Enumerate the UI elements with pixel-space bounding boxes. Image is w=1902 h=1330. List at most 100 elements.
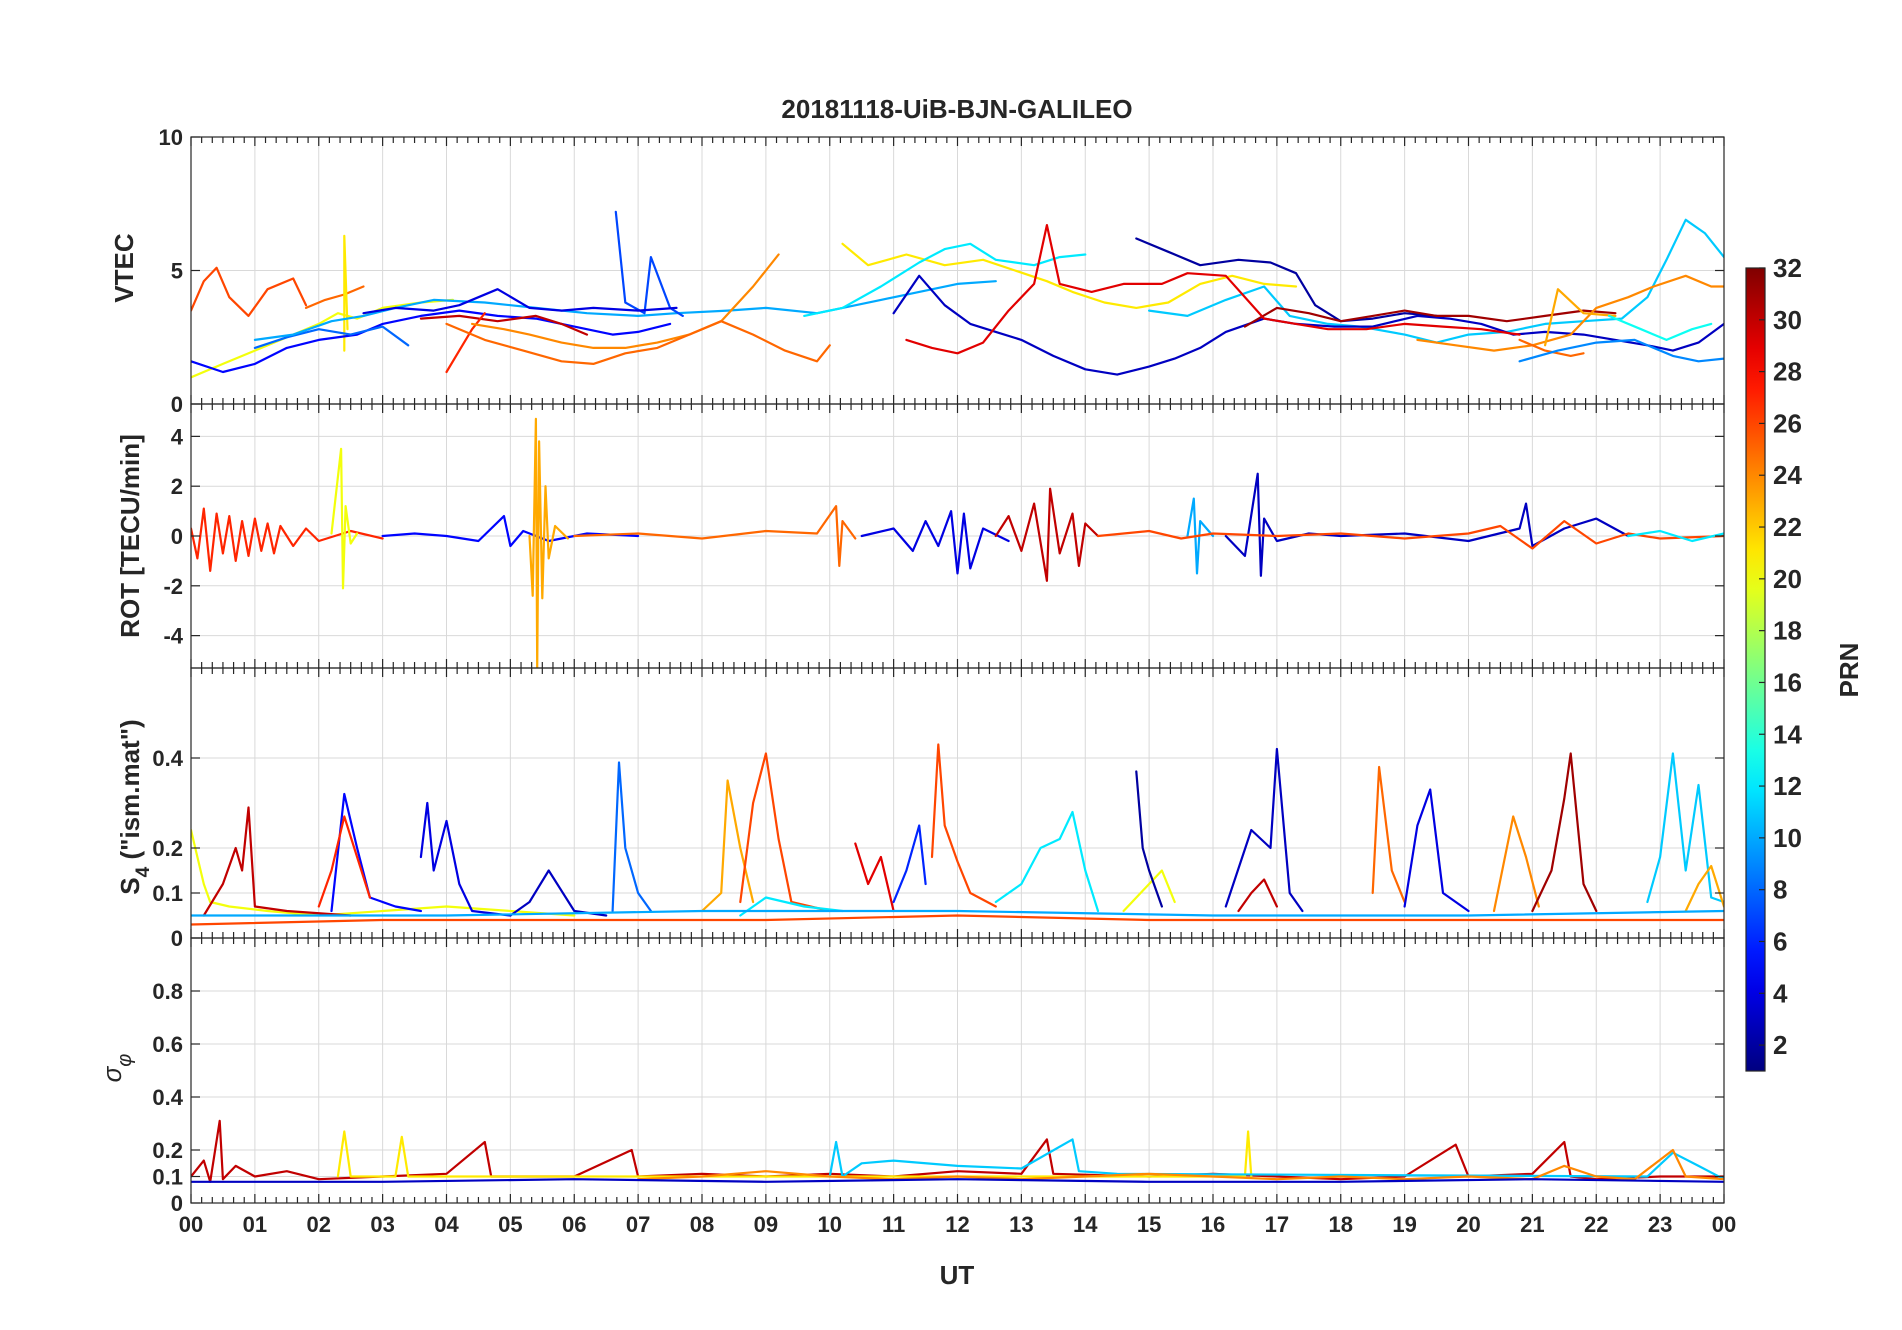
series-prn-10 (1186, 497, 1215, 575)
x-tick-label: 03 (370, 1212, 394, 1237)
s4-ylabel-text: S4 ("ism.mat") (115, 719, 154, 894)
x-tick-label: 16 (1201, 1212, 1225, 1237)
series-prn-5 (191, 309, 672, 374)
x-tick-label: 14 (1073, 1212, 1098, 1237)
series-prn-4 (860, 510, 1010, 575)
series-prn-6 (892, 824, 927, 904)
series-prn-10 (253, 280, 997, 341)
series-prn-12 (994, 810, 1100, 913)
x-tick-label: 02 (307, 1212, 331, 1237)
series-prn-20 (191, 298, 454, 379)
x-tick-label: 20 (1456, 1212, 1480, 1237)
series-prn-3 (191, 1178, 1724, 1183)
colorbar-tick-label: 24 (1773, 460, 1802, 490)
colorbar-tick-label: 16 (1773, 667, 1802, 697)
series-prn-26 (191, 266, 308, 317)
series-prn-23 (1684, 864, 1724, 913)
chart-title: 20181118-UiB-BJN-GALILEO (781, 94, 1132, 124)
series-prn-3 (1224, 472, 1630, 577)
sigma-ylabel-text: σφ (97, 1054, 136, 1083)
colorbar-label: PRN (1834, 643, 1864, 698)
x-tick-label: 08 (690, 1212, 714, 1237)
rot-ylabel: ROT [TECU/min] (115, 434, 145, 638)
x-tick-label: 04 (434, 1212, 459, 1237)
series-prn-12 (739, 896, 844, 917)
x-tick-label: 10 (818, 1212, 842, 1237)
x-tick-label: 01 (243, 1212, 267, 1237)
series-prn-21 (343, 234, 349, 352)
series-prn-29 (905, 224, 1521, 355)
x-tick-label: 21 (1520, 1212, 1544, 1237)
x-axis-label: UT (940, 1260, 975, 1290)
sigma-series-group (191, 1119, 1724, 1183)
y-tick-label: 5 (171, 259, 183, 284)
series-prn-30 (419, 314, 589, 336)
series-prn-12 (1627, 529, 1724, 543)
y-tick-label: 0.4 (152, 1085, 183, 1110)
colorbar-tick-label: 32 (1773, 253, 1802, 283)
series-prn-13 (1607, 314, 1713, 341)
series-prn-8 (611, 761, 652, 913)
series-prn-11 (1148, 218, 1724, 344)
series-prn-25 (1371, 765, 1406, 904)
s4-panel: 0 0.1 0.2 0.4 (152, 667, 1725, 951)
x-tick-label: 12 (945, 1212, 969, 1237)
y-tick-label: 0.4 (152, 746, 183, 771)
colorbar-tick-label: 10 (1773, 823, 1802, 853)
y-tick-label: 0 (171, 1191, 183, 1216)
y-tick-label: 0.1 (152, 1165, 183, 1190)
vtec-series-group (191, 210, 1724, 379)
series-prn-5 (330, 792, 422, 913)
x-tick-label: 19 (1392, 1212, 1416, 1237)
colorbar-tick-label: 18 (1773, 616, 1802, 646)
x-tick-label: 00 (179, 1212, 203, 1237)
series-prn-26 (1096, 520, 1724, 550)
series-prn-12 (803, 242, 1087, 317)
series-prn-9 (1518, 338, 1724, 363)
series-prn-30 (1237, 878, 1278, 913)
series-prn-4 (419, 801, 512, 917)
y-tick-label: 0 (171, 926, 183, 951)
colorbar-frame (1745, 267, 1766, 1072)
vtec-ylabel: VTEC (109, 233, 139, 303)
y-tick-label: 0.2 (152, 1138, 183, 1163)
series-prn-23 (528, 417, 569, 668)
series-prn-11 (828, 1138, 1724, 1181)
y-tick-label: 0.2 (152, 836, 183, 861)
series-prn-26 (191, 914, 1724, 926)
series-prn-2 (1135, 237, 1438, 323)
y-tick-label: -2 (163, 574, 183, 599)
series-prn-24 (1416, 274, 1724, 352)
series-prn-29 (854, 842, 895, 913)
x-tick-label: 07 (626, 1212, 650, 1237)
series-prn-3 (1224, 747, 1304, 913)
s4-ylabel: S4 ("ism.mat") (115, 719, 154, 894)
series-prn-4 (362, 288, 678, 315)
y-tick-label: 10 (159, 125, 183, 150)
x-tick-label: 17 (1265, 1212, 1289, 1237)
sigma-x-ticks (190, 938, 1725, 1203)
colorbar-tick-label: 4 (1773, 978, 1788, 1008)
series-prn-25 (445, 320, 831, 365)
y-tick-label: 0 (171, 524, 183, 549)
colorbar-tick-label: 2 (1773, 1030, 1787, 1060)
x-tick-label: 18 (1329, 1212, 1353, 1237)
x-tick-label: 09 (754, 1212, 778, 1237)
x-tick-label: 13 (1009, 1212, 1033, 1237)
y-tick-label: 0.1 (152, 881, 183, 906)
colorbar-tick-label: 6 (1773, 926, 1787, 956)
series-prn-26 (930, 743, 997, 908)
y-tick-label: 2 (171, 474, 183, 499)
colorbar-tick-label: 20 (1773, 564, 1802, 594)
colorbar-tick-label: 28 (1773, 357, 1802, 387)
series-prn-25 (1518, 338, 1585, 357)
series-prn-8 (253, 325, 410, 349)
series-prn-24 (637, 1148, 1724, 1181)
colorbar-tick-label: 14 (1773, 719, 1802, 749)
series-prn-30 (994, 487, 1100, 582)
y-tick-label: 0 (171, 392, 183, 417)
series-prn-26 (739, 752, 831, 913)
series-prn-11 (1646, 752, 1724, 904)
